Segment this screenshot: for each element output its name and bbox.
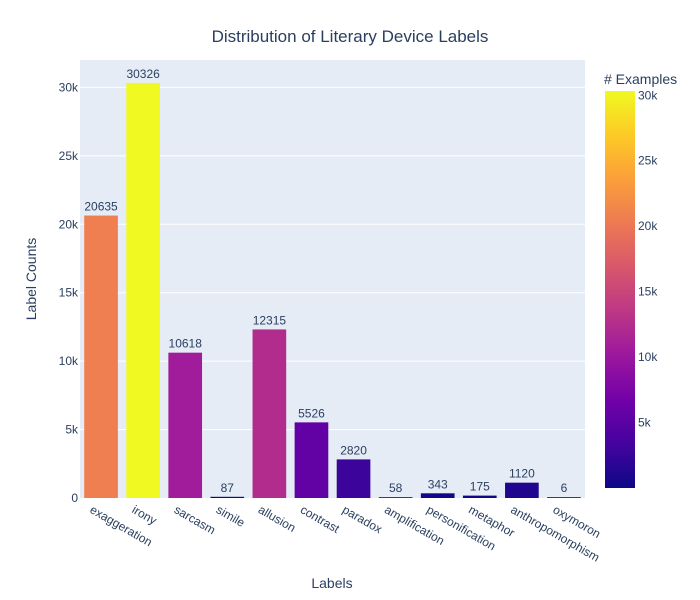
data-label: 87 — [221, 481, 235, 495]
data-labels: 20635 30326 10618 87 12315 5526 2820 58 343 175 11… — [84, 67, 567, 495]
x-tick-label: contrast — [298, 502, 343, 536]
bar — [420, 493, 455, 498]
colorbar-gradient — [605, 91, 635, 488]
bar — [462, 495, 497, 498]
data-label: 2820 — [340, 443, 367, 457]
data-label: 10618 — [169, 337, 203, 351]
x-axis-title: Labels — [311, 575, 352, 591]
x-tick-label: allusion — [256, 502, 298, 534]
y-tick-label: 15k — [59, 286, 79, 300]
data-label: 20635 — [84, 200, 118, 214]
bar — [294, 422, 329, 498]
data-label: 175 — [470, 480, 490, 494]
bars — [84, 82, 581, 498]
chart-title: Distribution of Literary Device Labels — [212, 27, 489, 46]
bar — [252, 329, 287, 498]
y-tick-label: 0 — [71, 491, 78, 505]
data-label: 58 — [389, 481, 403, 495]
colorbar-tick-label: 30k — [638, 88, 658, 102]
data-label: 343 — [428, 477, 448, 491]
y-tick-label: 20k — [59, 217, 79, 231]
data-label: 30326 — [126, 67, 160, 81]
data-label: 5526 — [298, 406, 325, 420]
y-axis-title: Label Counts — [23, 238, 39, 321]
colorbar: # Examples 5k 10k 15k 20k 25k 30k — [604, 71, 677, 488]
y-tick-label: 5k — [65, 423, 79, 437]
x-tick-label: paradox — [340, 502, 385, 536]
y-tick-label: 30k — [59, 80, 79, 94]
bar — [547, 497, 581, 498]
colorbar-tick-label: 15k — [638, 285, 658, 299]
y-axis-ticks: 0 5k 10k 15k 20k 25k 30k — [59, 80, 79, 505]
colorbar-tick-label: 25k — [638, 154, 658, 168]
colorbar-title: # Examples — [604, 71, 677, 87]
y-tick-label: 10k — [59, 354, 79, 368]
bar — [378, 497, 413, 498]
x-tick-label: simile — [214, 502, 248, 530]
data-label: 6 — [561, 481, 568, 495]
data-label: 1120 — [509, 467, 535, 481]
y-tick-label: 25k — [59, 149, 79, 163]
gridlines — [80, 86, 585, 431]
bar — [336, 459, 371, 498]
x-tick-label: sarcasm — [172, 502, 218, 537]
x-tick-label: irony — [130, 502, 160, 527]
data-label: 12315 — [253, 313, 287, 327]
colorbar-tick-label: 20k — [638, 219, 658, 233]
plot-area — [80, 60, 585, 498]
colorbar-tick-label: 10k — [638, 350, 658, 364]
bar — [84, 215, 118, 498]
colorbar-tick-label: 5k — [638, 416, 652, 430]
bar — [168, 352, 203, 498]
bar — [505, 482, 539, 498]
colorbar-ticks: 5k 10k 15k 20k 25k 30k — [638, 88, 658, 429]
bar — [210, 496, 245, 498]
bar — [126, 82, 160, 498]
